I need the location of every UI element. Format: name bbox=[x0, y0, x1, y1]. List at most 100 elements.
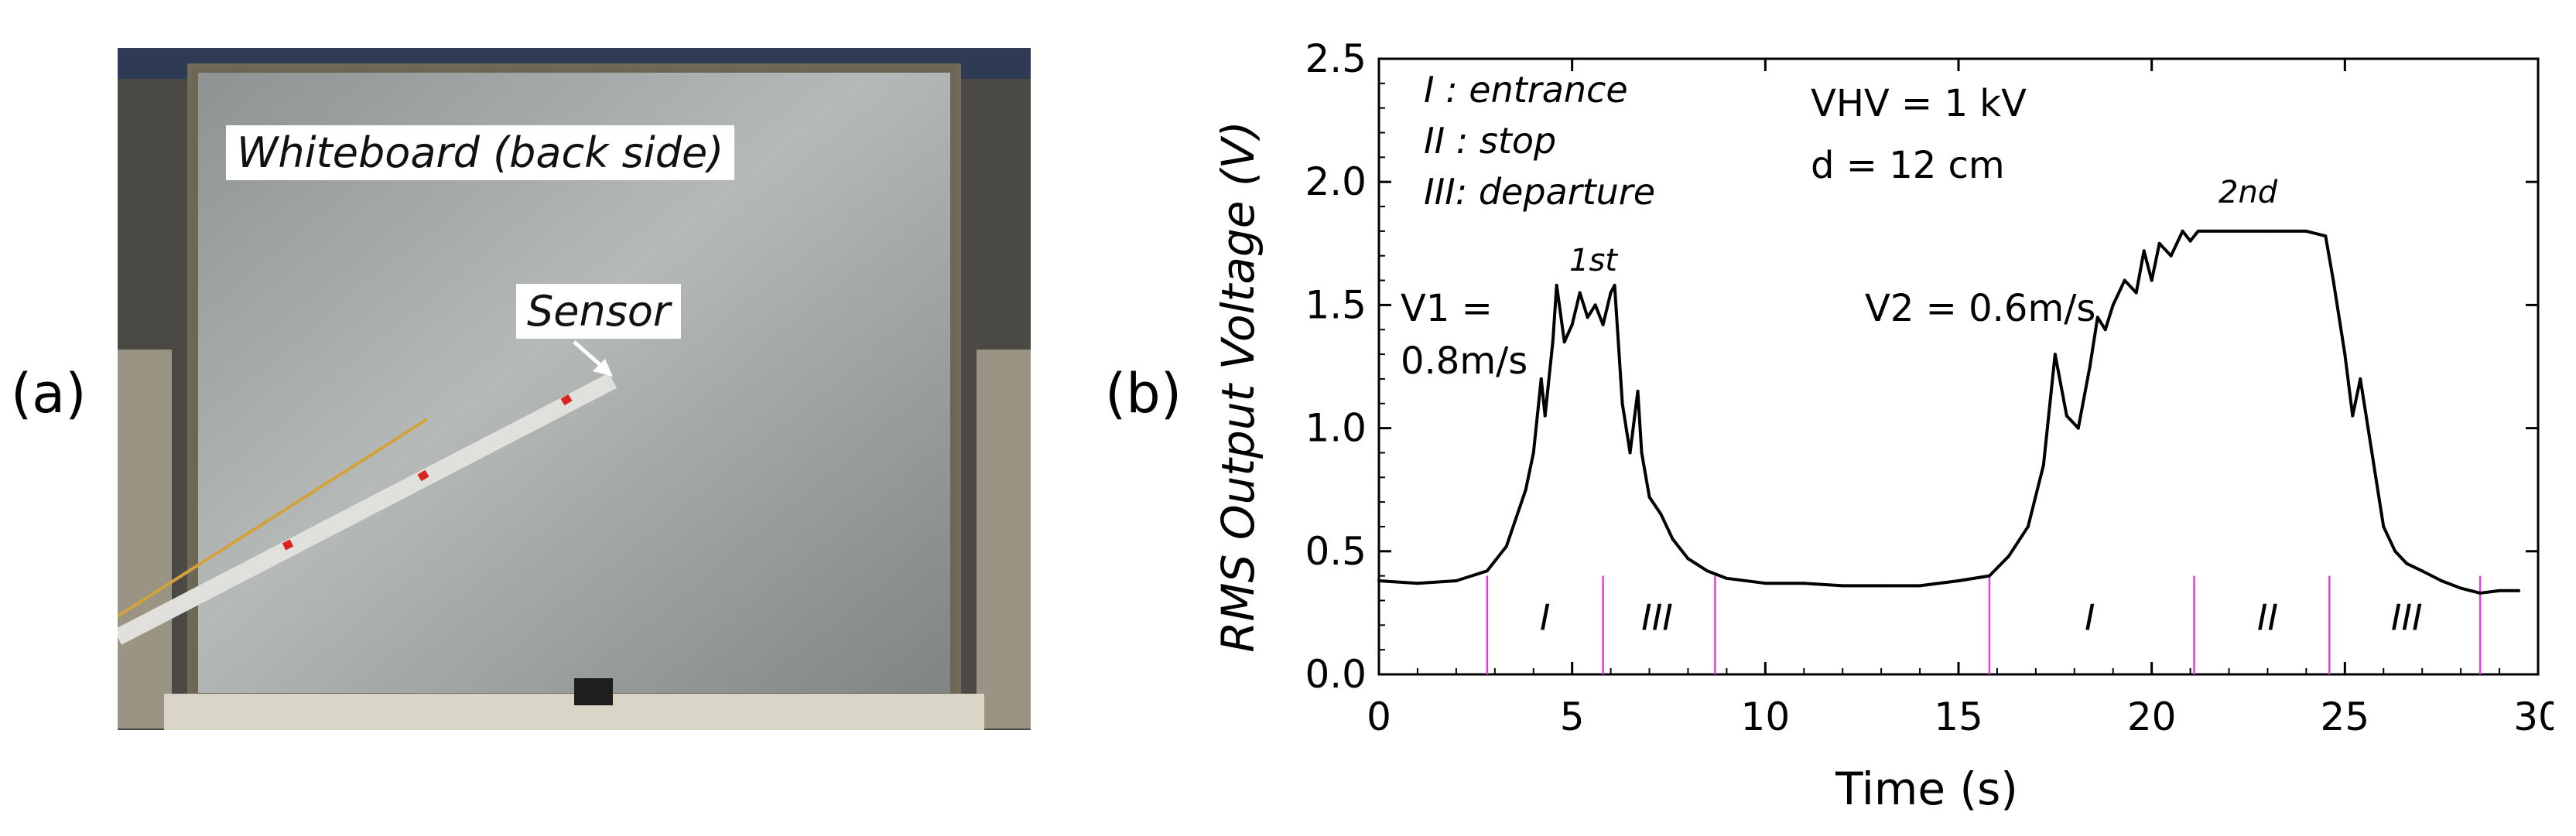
phase-label: I bbox=[2085, 597, 2095, 639]
voltage-data-point bbox=[1957, 579, 1960, 583]
voltage-data-point bbox=[2324, 234, 2328, 238]
voltage-data-point bbox=[2382, 524, 2386, 528]
voltage-data-point bbox=[1593, 303, 1597, 307]
voltage-data-point bbox=[2393, 549, 2397, 553]
distance-annotation: d = 12 cm bbox=[1811, 144, 2005, 187]
first-peak-label: 1st bbox=[1569, 243, 1618, 278]
voltage-data-point bbox=[1640, 451, 1644, 455]
voltage-data-point bbox=[2076, 426, 2080, 430]
whiteboard-label: Whiteboard (back side) bbox=[226, 125, 735, 180]
phase-label: II bbox=[2257, 597, 2278, 639]
voltage-data-point bbox=[2026, 524, 2030, 528]
voltage-data-point bbox=[1647, 495, 1651, 499]
voltage-data-point bbox=[1551, 340, 1555, 344]
voltage-data-point bbox=[1613, 283, 1616, 287]
voltage-data-point bbox=[1628, 451, 1632, 455]
voltage-data-point bbox=[2188, 239, 2192, 243]
voltage-data-point bbox=[2041, 463, 2045, 467]
voltage-data-point bbox=[2103, 328, 2107, 332]
voltage-data-point bbox=[1671, 537, 1675, 541]
voltage-data-point bbox=[2169, 254, 2173, 258]
voltage-data-point bbox=[2111, 303, 2115, 307]
legend-stop: II : stop bbox=[1424, 120, 1556, 162]
y-tick-label: 0.0 bbox=[1305, 652, 1367, 697]
voltage-data-point bbox=[1725, 576, 1729, 580]
y-tick-label: 1.0 bbox=[1305, 406, 1367, 451]
voltage-data-point bbox=[2351, 414, 2355, 418]
chart-axes bbox=[1377, 57, 2540, 676]
phase-label: III bbox=[1641, 597, 1673, 639]
voltage-data-point bbox=[1636, 389, 1640, 393]
vhv-annotation: VHV = 1 kV bbox=[1811, 82, 2027, 125]
voltage-data-point bbox=[2366, 426, 2370, 430]
x-tick-label: 5 bbox=[1560, 694, 1585, 739]
voltage-data-point bbox=[2134, 291, 2138, 295]
legend-departure: III: departure bbox=[1424, 171, 1655, 213]
voltage-data-point bbox=[2304, 229, 2308, 233]
voltage-data-point bbox=[2331, 278, 2335, 282]
voltage-data-point bbox=[1485, 569, 1489, 573]
y-tick-label: 0.5 bbox=[1305, 529, 1367, 574]
v1-annotation-line1: V1 = bbox=[1401, 287, 1493, 330]
x-tick-label: 15 bbox=[1934, 694, 1983, 739]
voltage-data-point bbox=[1620, 401, 1624, 405]
voltage-data-point bbox=[2196, 229, 2200, 233]
y-tick-label: 1.5 bbox=[1305, 282, 1367, 327]
voltage-data-point bbox=[1586, 316, 1589, 319]
voltage-data-point bbox=[2359, 377, 2362, 380]
x-tick-label: 10 bbox=[1741, 694, 1791, 739]
x-tick-label: 30 bbox=[2513, 694, 2554, 739]
x-tick-label: 25 bbox=[2321, 694, 2370, 739]
sensor-label: Sensor bbox=[516, 284, 682, 339]
voltage-data-point bbox=[1377, 579, 1380, 583]
y-axis-label: RMS Output Voltage (V) bbox=[1212, 121, 1264, 653]
second-peak-label: 2nd bbox=[2219, 175, 2278, 210]
voltage-data-point bbox=[1454, 579, 1458, 583]
panel-b-label: (b) bbox=[1105, 362, 1182, 425]
v2-annotation: V2 = 0.6m/s bbox=[1865, 287, 2095, 330]
phase-label: I bbox=[1540, 597, 1551, 639]
voltage-data-point bbox=[2266, 229, 2270, 233]
voltage-data-point bbox=[2065, 414, 2068, 418]
voltage-data-point bbox=[1539, 377, 1543, 380]
voltage-data-point bbox=[1764, 582, 1767, 585]
voltage-data-point bbox=[2095, 316, 2099, 319]
voltage-data-point bbox=[1578, 291, 1582, 295]
voltage-data-point bbox=[2150, 278, 2154, 282]
x-tick-label: 0 bbox=[1367, 694, 1391, 739]
chart-series bbox=[1377, 229, 2521, 595]
x-tick-label: 20 bbox=[2127, 694, 2177, 739]
voltage-data-point bbox=[2006, 554, 2010, 558]
voltage-data-point bbox=[2142, 249, 2146, 253]
voltage-data-point bbox=[1880, 584, 1883, 588]
phase-markers bbox=[1486, 575, 2482, 674]
voltage-data-point bbox=[2517, 589, 2521, 592]
voltage-data-point bbox=[1504, 544, 1508, 548]
whiteboard-photo: Whiteboard (back side) Sensor bbox=[118, 48, 1031, 730]
tick-labels: 0 5 10 15 20 25 30 0.0 0.5 1.0 1.5 2.0 2.5 bbox=[1305, 36, 2554, 739]
voltage-data-point bbox=[1601, 322, 1605, 326]
voltage-data-point bbox=[1609, 291, 1613, 295]
voltage-series-line bbox=[1378, 229, 2520, 595]
voltage-time-chart: 0 5 10 15 20 25 300.00.51.01.52.02.5 I III I II II… bbox=[1212, 36, 2554, 815]
voltage-data-point bbox=[1562, 340, 1566, 344]
phase-label: III bbox=[2391, 597, 2423, 639]
voltage-data-point bbox=[1705, 569, 1709, 573]
voltage-data-point bbox=[2181, 229, 2184, 233]
voltage-data-point bbox=[1543, 414, 1547, 418]
voltage-data-point bbox=[1524, 488, 1527, 492]
voltage-data-point bbox=[2227, 229, 2231, 233]
voltage-data-point bbox=[1570, 322, 1574, 326]
phase-labels: I III I II III bbox=[1540, 597, 2423, 639]
voltage-data-point bbox=[2374, 476, 2378, 479]
voltage-data-point bbox=[1659, 513, 1663, 517]
voltage-data-point bbox=[1531, 451, 1535, 455]
panel-a-label: (a) bbox=[11, 362, 87, 425]
voltage-data-point bbox=[1415, 582, 1419, 585]
voltage-data-point bbox=[1987, 574, 1991, 578]
voltage-data-point bbox=[1918, 584, 1922, 588]
voltage-data-point bbox=[2405, 561, 2409, 565]
voltage-data-point bbox=[2343, 353, 2347, 357]
voltage-data-point bbox=[2212, 229, 2215, 233]
y-tick-label: 2.0 bbox=[1305, 159, 1367, 204]
